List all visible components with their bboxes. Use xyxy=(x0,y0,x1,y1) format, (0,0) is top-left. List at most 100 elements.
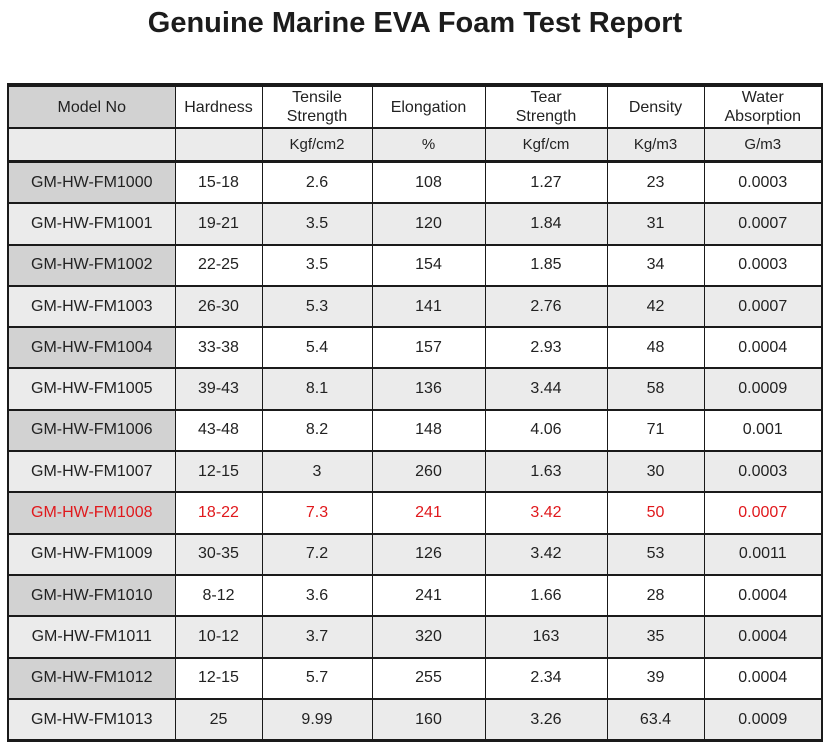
data-cell: 15-18 xyxy=(174,160,263,205)
data-cell: 157 xyxy=(371,326,486,370)
table-row: GM-HW-FM1012 12-15 5.7 255 2.34 39 0.0004 xyxy=(7,656,823,700)
data-cell: 2.34 xyxy=(484,656,608,700)
model-cell: GM-HW-FM1007 xyxy=(7,450,176,494)
units-row: Kgf/cm2% Kgf/cm Kg/m3 G/m3 xyxy=(7,127,823,163)
model-cell: GM-HW-FM1000 xyxy=(7,160,176,205)
data-cell: 53 xyxy=(606,532,705,576)
data-cell: 1.27 xyxy=(484,160,608,205)
model-cell: GM-HW-FM1002 xyxy=(7,243,176,287)
column-unit-hardness xyxy=(174,127,263,163)
table-row: GM-HW-FM1011 10-12 3.7 320 163 35 0.0004 xyxy=(7,615,823,659)
data-cell: 0.0009 xyxy=(703,367,823,411)
data-cell: 58 xyxy=(606,367,705,411)
data-cell: 9.99 xyxy=(261,697,373,742)
data-cell: 0.0003 xyxy=(703,243,823,287)
data-cell: 4.06 xyxy=(484,408,608,453)
column-header-hardness: Hardness xyxy=(174,84,263,129)
data-cell: 25 xyxy=(174,697,263,742)
data-cell: 3.6 xyxy=(261,573,373,618)
data-cell: 30-35 xyxy=(174,532,263,576)
data-cell: 8.2 xyxy=(261,408,373,453)
model-cell: GM-HW-FM1006 xyxy=(7,408,176,453)
column-unit-tensile-strength: Kgf/cm2 xyxy=(261,127,373,163)
page-title: Genuine Marine EVA Foam Test Report xyxy=(147,7,683,39)
column-unit-water-absorption: G/m3 xyxy=(703,127,823,163)
data-cell: 10-12 xyxy=(174,615,263,659)
table-body: GM-HW-FM1000 15-18 2.6 108 1.27 23 0.0003 GM-HW… xyxy=(7,160,823,742)
data-cell: 8-12 xyxy=(174,573,263,618)
data-cell: 1.63 xyxy=(484,450,608,494)
model-cell: GM-HW-FM1004 xyxy=(7,326,176,370)
data-cell: 3 xyxy=(261,450,373,494)
model-cell: GM-HW-FM1013 xyxy=(7,697,176,742)
table-row: GM-HW-FM1002 22-25 3.5 154 1.85 34 0.0003 xyxy=(7,243,823,287)
data-cell: 3.42 xyxy=(484,491,608,535)
data-cell: 0.0007 xyxy=(703,284,823,329)
column-unit-tear-strength: Kgf/cm xyxy=(484,127,608,163)
data-cell: 12-15 xyxy=(174,656,263,700)
data-cell: 3.7 xyxy=(261,615,373,659)
data-cell: 1.85 xyxy=(484,243,608,287)
data-cell: 320 xyxy=(371,615,486,659)
data-cell: 3.44 xyxy=(484,367,608,411)
model-cell: GM-HW-FM1009 xyxy=(7,532,176,576)
column-unit-elongation: % xyxy=(371,127,486,163)
data-cell: 2.6 xyxy=(261,160,373,205)
data-cell: 0.0009 xyxy=(703,697,823,742)
data-cell: 7.2 xyxy=(261,532,373,576)
data-cell: 28 xyxy=(606,573,705,618)
data-cell: 7.3 xyxy=(261,491,373,535)
table-row: GM-HW-FM1005 39-43 8.1 136 3.44 58 0.0009 xyxy=(7,367,823,411)
model-cell: GM-HW-FM1003 xyxy=(7,284,176,329)
data-cell: 31 xyxy=(606,202,705,246)
table-row: GM-HW-FM1006 43-48 8.2 148 4.06 71 0.001 xyxy=(7,408,823,453)
column-header-tensile-strength: Tensile Strength xyxy=(261,84,373,129)
data-cell: 63.4 xyxy=(606,697,705,742)
data-cell: 2.93 xyxy=(484,326,608,370)
model-cell: GM-HW-FM1001 xyxy=(7,202,176,246)
data-cell: 0.0007 xyxy=(703,491,823,535)
data-cell: 163 xyxy=(484,615,608,659)
test-report-table: Model No Hardness Tensile Strength Elongati… xyxy=(7,83,823,743)
data-cell: 0.0004 xyxy=(703,573,823,618)
data-cell: 141 xyxy=(371,284,486,329)
column-unit-model-no xyxy=(7,127,176,163)
data-cell: 126 xyxy=(371,532,486,576)
data-cell: 0.0011 xyxy=(703,532,823,576)
data-cell: 50 xyxy=(606,491,705,535)
data-cell: 43-48 xyxy=(174,408,263,453)
data-cell: 0.0007 xyxy=(703,202,823,246)
data-cell: 0.0004 xyxy=(703,326,823,370)
data-cell: 3.42 xyxy=(484,532,608,576)
data-cell: 0.0003 xyxy=(703,160,823,205)
data-cell: 1.66 xyxy=(484,573,608,618)
table-row: GM-HW-FM1000 15-18 2.6 108 1.27 23 0.0003 xyxy=(7,160,823,205)
table-header: Model No Hardness Tensile Strength Elongati… xyxy=(7,84,823,163)
table-row: GM-HW-FM1010 8-12 3.6 241 1.66 28 0.0004 xyxy=(7,573,823,618)
data-cell: 34 xyxy=(606,243,705,287)
data-cell: 3.26 xyxy=(484,697,608,742)
data-cell: 5.3 xyxy=(261,284,373,329)
data-cell: 0.001 xyxy=(703,408,823,453)
data-cell: 35 xyxy=(606,615,705,659)
data-cell: 5.7 xyxy=(261,656,373,700)
data-cell: 2.76 xyxy=(484,284,608,329)
data-cell: 0.0004 xyxy=(703,656,823,700)
data-cell: 26-30 xyxy=(174,284,263,329)
header-row: Model No Hardness Tensile Strength Elongati… xyxy=(7,84,823,129)
data-cell: 0.0003 xyxy=(703,450,823,494)
data-cell: 23 xyxy=(606,160,705,205)
model-cell: GM-HW-FM1011 xyxy=(7,615,176,659)
data-cell: 71 xyxy=(606,408,705,453)
data-cell: 241 xyxy=(371,573,486,618)
data-cell: 3.5 xyxy=(261,202,373,246)
data-cell: 39-43 xyxy=(174,367,263,411)
data-cell: 8.1 xyxy=(261,367,373,411)
model-cell: GM-HW-FM1010 xyxy=(7,573,176,618)
model-cell: GM-HW-FM1005 xyxy=(7,367,176,411)
table-row: GM-HW-FM1007 12-15 3 260 1.63 30 0.0003 xyxy=(7,450,823,494)
data-cell: 255 xyxy=(371,656,486,700)
data-cell: 1.84 xyxy=(484,202,608,246)
data-cell: 33-38 xyxy=(174,326,263,370)
